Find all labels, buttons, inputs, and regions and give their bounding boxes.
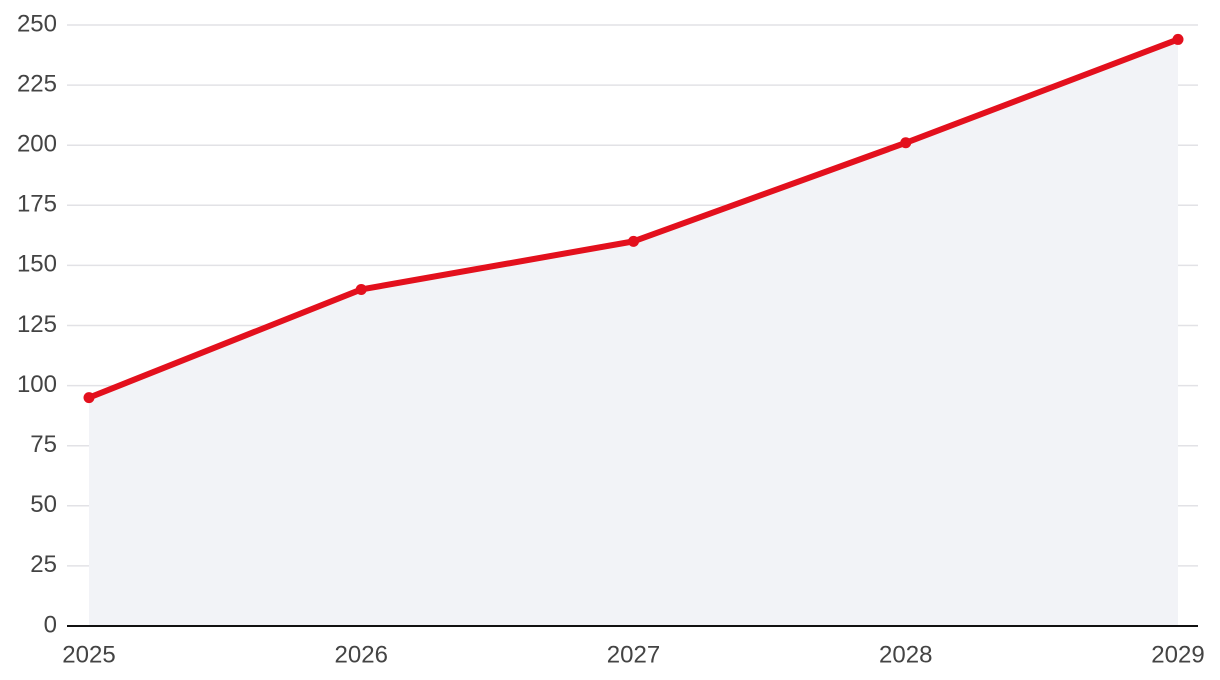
y-tick-label: 100 — [17, 371, 57, 398]
x-tick-label: 2029 — [1151, 641, 1204, 668]
x-tick-label: 2026 — [335, 641, 388, 668]
y-tick-label: 50 — [30, 491, 57, 518]
y-tick-label: 200 — [17, 131, 57, 158]
y-tick-label: 25 — [30, 551, 57, 578]
y-tick-label: 0 — [44, 611, 57, 638]
point — [628, 235, 639, 247]
y-tick-label: 250 — [17, 10, 57, 37]
point — [1172, 33, 1184, 45]
x-tick-label: 2027 — [607, 641, 660, 668]
point — [83, 392, 95, 404]
point — [355, 283, 367, 295]
x-tick-label: 2025 — [62, 641, 115, 668]
y-tick-label: 150 — [17, 251, 57, 278]
x-tick-label: 2028 — [879, 641, 932, 668]
y-tick-label: 125 — [17, 311, 57, 338]
area — [89, 39, 1178, 626]
point — [900, 137, 912, 149]
y-tick-label: 225 — [17, 70, 57, 97]
y-tick-label: 175 — [17, 191, 57, 218]
y-tick-label: 75 — [30, 431, 57, 458]
